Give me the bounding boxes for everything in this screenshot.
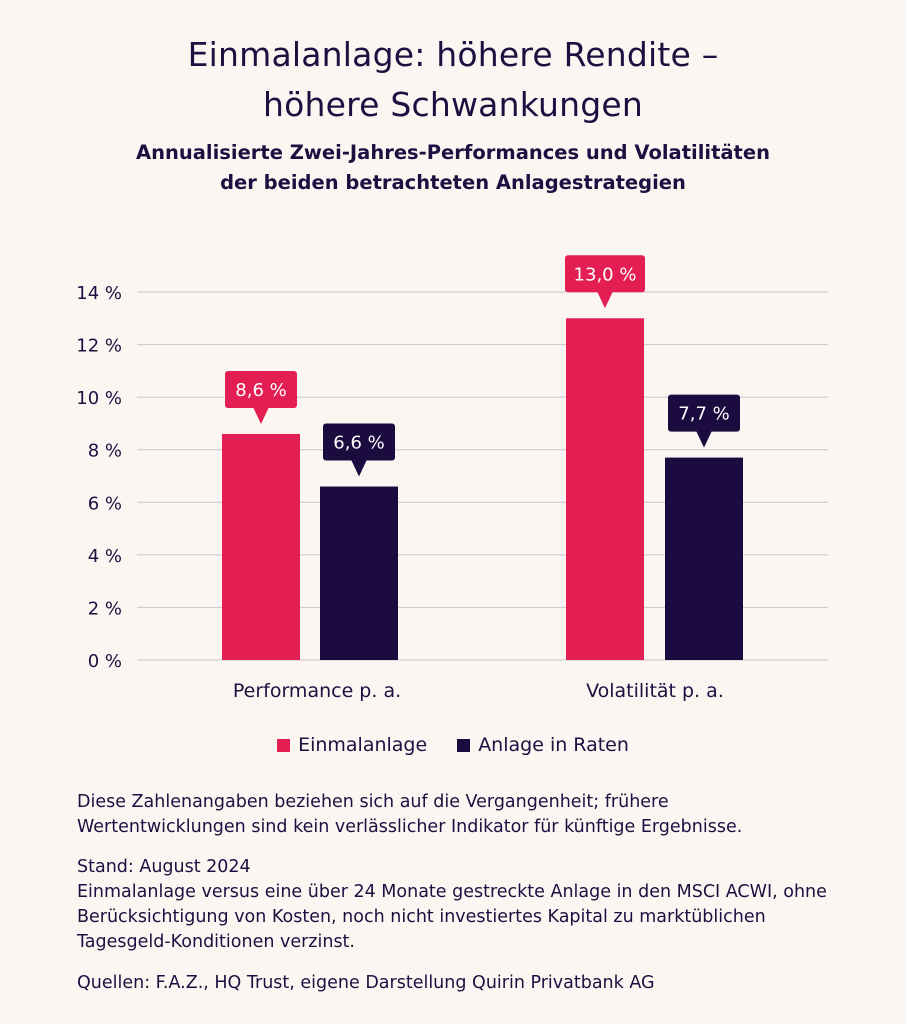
- sources-text: Quellen: F.A.Z., HQ Trust, eigene Darste…: [77, 973, 655, 993]
- data-label-pointer: [351, 459, 367, 477]
- y-tick-label: 0 %: [88, 651, 122, 672]
- y-tick-label: 8 %: [88, 441, 122, 462]
- disclaimer-text: Diese Zahlenangaben beziehen sich auf di…: [77, 792, 743, 837]
- y-tick-label: 4 %: [88, 546, 122, 567]
- sources-note: Quellen: F.A.Z., HQ Trust, eigene Darste…: [77, 971, 837, 996]
- y-tick-label: 2 %: [88, 598, 122, 619]
- data-label-bubble: [668, 394, 740, 432]
- data-label: 7,7 %: [678, 404, 729, 425]
- data-label-pointer: [253, 406, 269, 424]
- legend-swatch-einmalanlage: [277, 738, 291, 752]
- legend: Einmalanlage Anlage in Raten: [0, 734, 906, 756]
- y-tick-label: 12 %: [76, 336, 122, 357]
- y-tick-label: 10 %: [76, 388, 122, 409]
- y-tick-label: 14 %: [76, 283, 122, 304]
- legend-swatch-anlage-in-raten: [457, 738, 471, 752]
- legend-label-einmalanlage: Einmalanlage: [298, 734, 428, 756]
- subtitle-line-1: Annualisierte Zwei-Jahres-Performances u…: [136, 141, 770, 164]
- x-category-label: Performance p. a.: [233, 680, 401, 702]
- data-label: 13,0 %: [574, 264, 637, 285]
- bar-chart: 0 % 2 % 4 % 6 % 8 % 10 % 12 % 14 % Performance p…: [76, 255, 828, 702]
- data-label-bubble: [225, 370, 297, 408]
- legend-label-anlage-in-raten: Anlage in Raten: [478, 734, 629, 756]
- method-text: Einmalanlage versus eine über 24 Monate …: [77, 882, 827, 952]
- data-label: 8,6 %: [235, 380, 286, 401]
- subtitle-line-2: der beiden betrachteten Anlagestrategien: [220, 171, 686, 194]
- data-label-bubble: [323, 423, 395, 461]
- title-line-1: Einmalanlage: höhere Rendite –: [187, 35, 719, 74]
- bar: [222, 433, 300, 660]
- data-label-bubble: [565, 255, 645, 293]
- y-tick-label: 6 %: [88, 493, 122, 514]
- bar: [566, 318, 644, 660]
- stand-text: Stand: August 2024: [77, 857, 251, 877]
- legend-item-einmalanlage: Einmalanlage: [277, 734, 427, 756]
- bar: [320, 486, 398, 660]
- data-label-pointer: [597, 291, 613, 309]
- x-category-label: Volatilität p. a.: [586, 680, 724, 702]
- bar: [665, 457, 743, 660]
- title-line-2: höhere Schwankungen: [263, 85, 643, 124]
- method-note: Stand: August 2024 Einmalanlage versus e…: [77, 855, 837, 955]
- data-label-pointer: [696, 430, 712, 448]
- chart-title: Einmalanlage: höhere Rendite – höhere Sc…: [0, 30, 906, 130]
- disclaimer-note: Diese Zahlenangaben beziehen sich auf di…: [77, 790, 837, 840]
- data-label: 6,6 %: [333, 433, 384, 454]
- chart-subtitle: Annualisierte Zwei-Jahres-Performances u…: [0, 138, 906, 198]
- legend-item-anlage-in-raten: Anlage in Raten: [457, 734, 629, 756]
